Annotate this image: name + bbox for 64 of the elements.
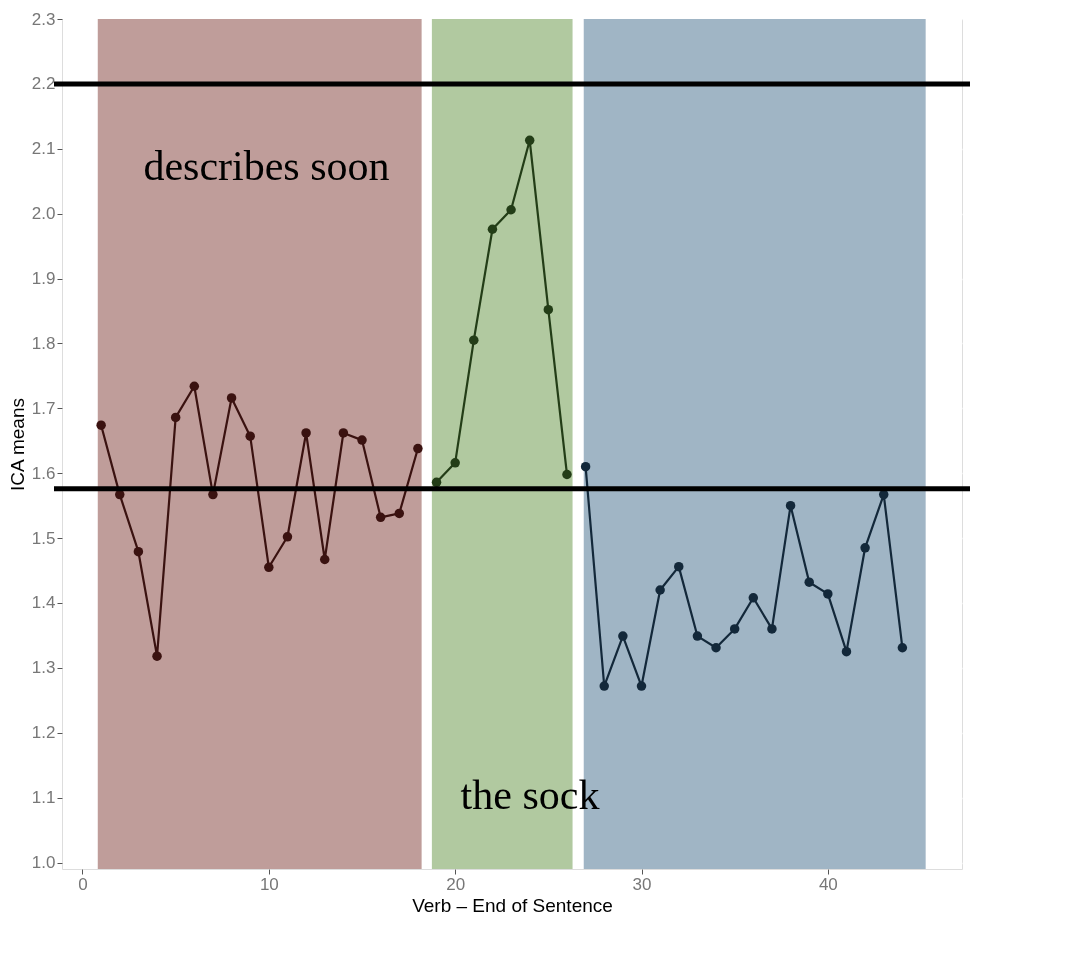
point xyxy=(860,543,870,553)
x-tick-label: 10 xyxy=(259,874,279,894)
point xyxy=(841,646,852,657)
point xyxy=(674,561,684,572)
point xyxy=(636,681,647,691)
y-tick-label: 2.1 xyxy=(31,139,56,159)
point xyxy=(152,651,162,661)
point xyxy=(767,624,777,634)
point xyxy=(823,589,833,599)
x-tick-label: 40 xyxy=(818,874,838,894)
point xyxy=(599,681,609,691)
y-tick-label: 1.0 xyxy=(31,853,56,873)
point xyxy=(655,585,665,595)
y-tick-label: 1.4 xyxy=(31,593,56,613)
point xyxy=(394,508,405,519)
y-tick-label: 2.2 xyxy=(31,74,56,94)
point xyxy=(170,412,181,423)
y-tick-label: 1.6 xyxy=(31,463,56,483)
point xyxy=(413,443,423,454)
annotation: the sock xyxy=(460,771,600,818)
point xyxy=(226,393,237,403)
y-tick-label: 2.0 xyxy=(31,204,56,224)
point xyxy=(264,562,274,573)
point xyxy=(96,420,106,430)
point xyxy=(189,381,200,391)
point xyxy=(282,532,293,542)
point xyxy=(338,428,349,438)
point xyxy=(487,224,498,234)
point xyxy=(357,435,367,445)
point xyxy=(692,631,703,641)
y-tick-label: 1.7 xyxy=(31,398,56,418)
point xyxy=(133,546,144,557)
y-tick-label: 1.3 xyxy=(31,658,56,678)
point xyxy=(618,631,628,641)
point xyxy=(245,431,255,441)
y-axis-title: ICA means xyxy=(6,398,28,491)
point xyxy=(804,577,814,587)
point xyxy=(580,461,591,472)
point xyxy=(506,205,516,215)
annotation: describes soon xyxy=(143,143,390,189)
y-tick-label: 2.3 xyxy=(31,9,56,29)
y-tick-label: 1.1 xyxy=(31,788,56,808)
x-tick-label: 20 xyxy=(446,874,466,894)
y-tick-label: 1.5 xyxy=(31,528,56,548)
point xyxy=(319,554,330,565)
point xyxy=(524,135,535,146)
point xyxy=(897,643,908,653)
point xyxy=(711,643,721,653)
point xyxy=(729,624,740,634)
y-tick-label: 1.2 xyxy=(31,723,56,743)
y-tick-label: 1.8 xyxy=(31,333,56,353)
point xyxy=(301,428,311,438)
y-tick-label: 1.9 xyxy=(31,269,56,289)
point xyxy=(785,500,796,511)
point xyxy=(375,512,386,523)
point xyxy=(431,477,442,488)
point xyxy=(562,469,572,480)
x-tick-label: 0 xyxy=(78,874,88,894)
point xyxy=(543,304,554,315)
x-axis-title: Verb – End of Sentence xyxy=(412,894,613,916)
x-tick-label: 30 xyxy=(632,874,652,894)
point xyxy=(748,593,759,603)
point xyxy=(450,458,460,468)
point xyxy=(469,335,479,345)
